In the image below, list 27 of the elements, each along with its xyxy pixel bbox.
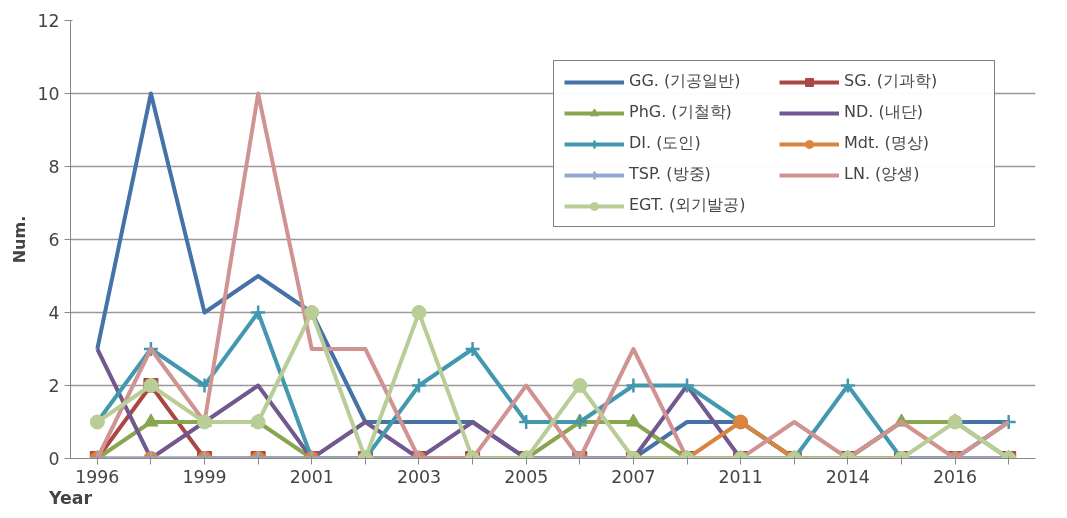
x-tick-label: 2003 xyxy=(396,466,442,487)
legend-label: TSP. (방중) xyxy=(629,164,712,185)
legend-label: Mdt. (명상) xyxy=(844,133,930,154)
legend-label: GG. (기공일반) xyxy=(629,71,742,92)
legend-label: EGT. (외기발공) xyxy=(629,195,747,216)
x-tick-label: 2014 xyxy=(825,466,870,487)
legend-label: DI. (도인) xyxy=(629,133,702,154)
x-tick-label: 2011 xyxy=(718,466,763,487)
legend-label: LN. (양생) xyxy=(844,164,921,185)
legend-label: SG. (기과학) xyxy=(844,71,939,92)
x-tick-label: 2007 xyxy=(611,466,656,487)
y-axis-title: Num. xyxy=(10,215,30,264)
y-tick-label: 12 xyxy=(37,11,60,31)
x-tick-label: 1999 xyxy=(182,466,227,487)
x-axis-title: Year xyxy=(48,487,93,508)
y-tick-label: 0 xyxy=(48,449,60,469)
y-tick-label: 2 xyxy=(48,376,60,396)
y-tick-label: 6 xyxy=(48,230,60,250)
x-tick-label: 2005 xyxy=(504,466,549,487)
y-tick-label: 4 xyxy=(48,303,60,323)
legend-label: PhG. (기철학) xyxy=(629,102,733,123)
x-tick-label: 1996 xyxy=(75,466,120,487)
x-tick-label: 2016 xyxy=(933,466,978,487)
x-tick-label: 2001 xyxy=(289,466,334,487)
y-tick-label: 10 xyxy=(37,84,60,104)
y-tick-label: 8 xyxy=(48,157,60,177)
legend-label: ND. (내단) xyxy=(844,102,924,123)
